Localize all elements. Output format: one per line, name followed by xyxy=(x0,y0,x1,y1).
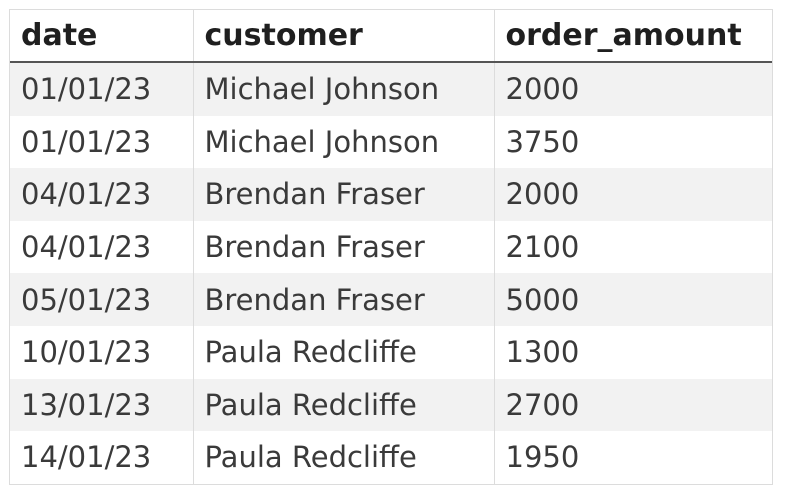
cell-order-amount: 3750 xyxy=(493,115,772,169)
column-header-date: date xyxy=(10,10,193,63)
cell-customer: Brendan Fraser xyxy=(192,220,494,274)
cell-date: 01/01/23 xyxy=(10,115,193,169)
cell-customer: Paula Redcliffe xyxy=(192,378,494,432)
column-header-order-amount: order_amount xyxy=(493,10,772,63)
orders-table-container: date customer order_amount 01/01/23 Mich… xyxy=(9,9,773,485)
cell-order-amount: 1950 xyxy=(493,431,772,484)
cell-customer: Michael Johnson xyxy=(192,115,494,169)
cell-customer: Paula Redcliffe xyxy=(192,325,494,379)
cell-order-amount: 2100 xyxy=(493,220,772,274)
table-row: 01/01/23 Michael Johnson 2000 xyxy=(10,62,772,116)
cell-date: 14/01/23 xyxy=(10,431,193,484)
cell-date: 04/01/23 xyxy=(10,220,193,274)
column-header-customer: customer xyxy=(192,10,494,63)
cell-date: 10/01/23 xyxy=(10,325,193,379)
cell-order-amount: 2700 xyxy=(493,378,772,432)
table-row: 04/01/23 Brendan Fraser 2100 xyxy=(10,220,772,274)
table-row: 05/01/23 Brendan Fraser 5000 xyxy=(10,273,772,326)
cell-customer: Paula Redcliffe xyxy=(192,431,494,484)
cell-order-amount: 2000 xyxy=(493,62,772,116)
orders-table: date customer order_amount 01/01/23 Mich… xyxy=(10,10,772,484)
cell-date: 13/01/23 xyxy=(10,378,193,432)
cell-customer: Michael Johnson xyxy=(192,62,494,116)
cell-order-amount: 1300 xyxy=(493,325,772,379)
table-row: 14/01/23 Paula Redcliffe 1950 xyxy=(10,431,772,484)
table-row: 10/01/23 Paula Redcliffe 1300 xyxy=(10,325,772,379)
table-row: 04/01/23 Brendan Fraser 2000 xyxy=(10,168,772,221)
cell-order-amount: 5000 xyxy=(493,273,772,326)
cell-date: 01/01/23 xyxy=(10,62,193,116)
header-row: date customer order_amount xyxy=(10,10,772,63)
cell-date: 04/01/23 xyxy=(10,168,193,221)
cell-customer: Brendan Fraser xyxy=(192,273,494,326)
cell-customer: Brendan Fraser xyxy=(192,168,494,221)
cell-date: 05/01/23 xyxy=(10,273,193,326)
cell-order-amount: 2000 xyxy=(493,168,772,221)
table-row: 13/01/23 Paula Redcliffe 2700 xyxy=(10,378,772,432)
table-row: 01/01/23 Michael Johnson 3750 xyxy=(10,115,772,169)
